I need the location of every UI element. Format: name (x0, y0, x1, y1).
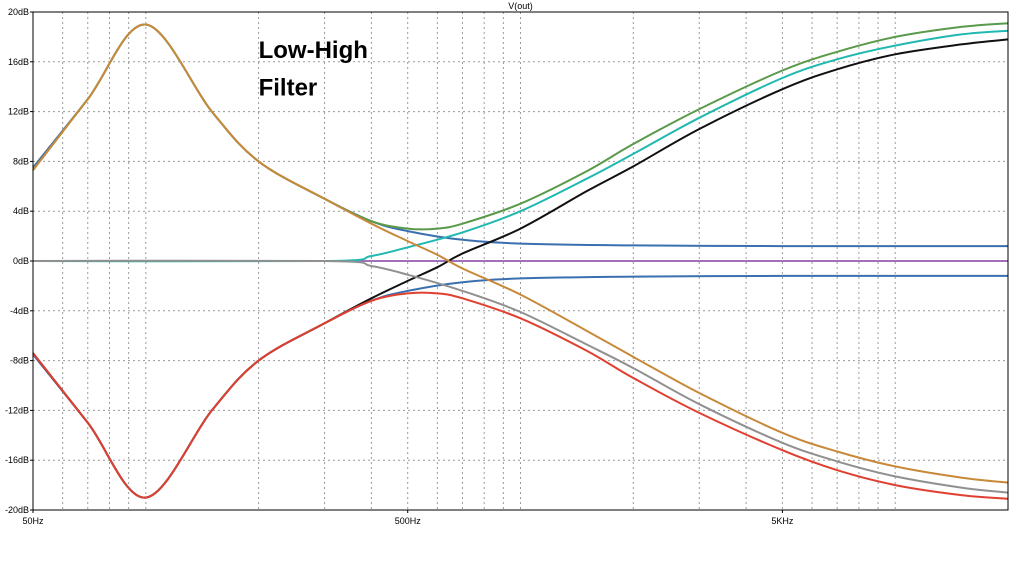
series-line (32, 291, 1009, 500)
x-tick-label: 500Hz (395, 516, 422, 526)
series-line (32, 274, 1008, 499)
y-tick-label: 4dB (13, 206, 29, 216)
plot-frame (32, 11, 1009, 511)
x-axis-labels: 50Hz 500Hz 5KHz (22, 516, 793, 526)
y-axis-labels: 20dB 16dB 12dB 8dB 4dB 0dB -4dB -8dB -12dB -16dB -… (5, 7, 29, 515)
series-line (32, 23, 1009, 484)
y-tick-label: -8dB (10, 356, 29, 366)
y-tick-label: 12dB (8, 107, 29, 117)
series-lines (32, 22, 1009, 500)
annotation-line-2: Filter (259, 74, 318, 101)
y-tick-label: 20dB (8, 7, 29, 17)
grid (30, 11, 1008, 513)
annotation-line-1: Low-High (259, 37, 368, 64)
y-tick-label: 8dB (13, 156, 29, 166)
x-tick-label: 5KHz (771, 516, 794, 526)
y-tick-label: 16dB (8, 57, 29, 67)
y-tick-label: -20dB (5, 505, 29, 515)
y-tick-label: -12dB (5, 405, 29, 415)
y-tick-label: -4dB (10, 306, 29, 316)
y-tick-label: 0dB (13, 256, 29, 266)
series-line (32, 259, 1009, 494)
x-tick-label: 50Hz (22, 516, 44, 526)
y-tick-label: -16dB (5, 455, 29, 465)
chart-title: V(out) (508, 1, 533, 11)
series-line (32, 29, 1009, 263)
